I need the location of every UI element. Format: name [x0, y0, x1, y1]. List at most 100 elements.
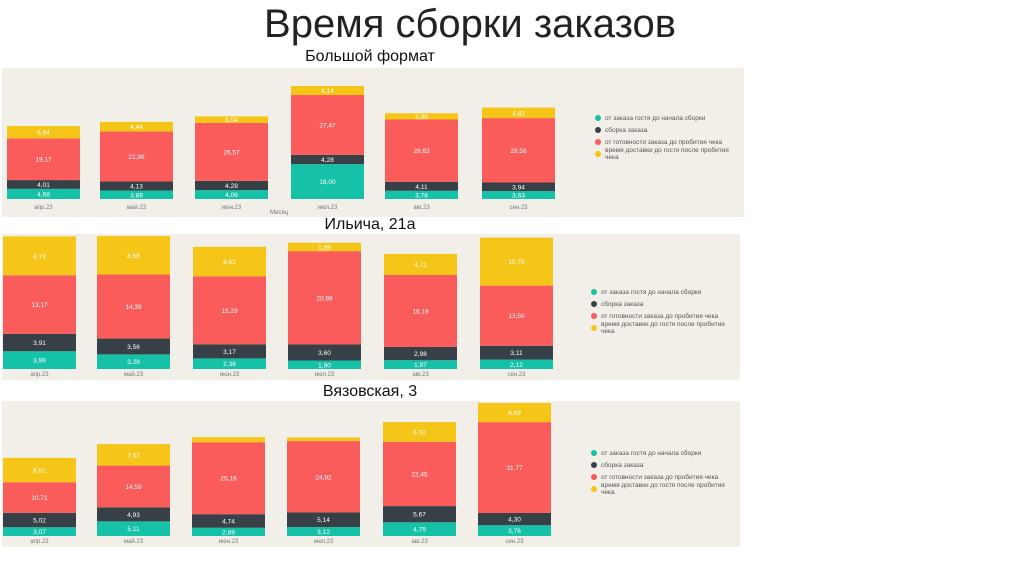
bar-segment-origin-to-assembly [3, 351, 76, 369]
chart-3-svg: 3,07 5,02 10,71 8,51 апр.23 5,11 4,93 14,59 7,52… [3, 403, 551, 545]
bar-segment-delivery [192, 437, 265, 443]
bar-segment-ready-to-receipt [291, 95, 364, 155]
data-label: 2,85 [415, 114, 428, 121]
bar-segment-assembly [291, 154, 364, 165]
chart-3-legend: от заказа гостя до начала сборки сборка з… [591, 447, 740, 496]
legend-label: сборка заказа [601, 461, 644, 469]
data-label: 19,17 [35, 157, 52, 164]
data-label: 4,79 [413, 527, 426, 534]
legend-swatch [591, 313, 597, 319]
data-label: 6,69 [508, 410, 521, 417]
chart-1-legend: от заказа гостя до начала сборки сборка з… [595, 112, 744, 161]
data-label: 8,66 [127, 253, 140, 260]
bar-segment-ready-to-receipt [385, 119, 458, 182]
bar-segment-assembly [478, 512, 551, 526]
bar-segment-delivery [100, 121, 173, 132]
data-label: 29,58 [510, 148, 527, 155]
data-label: 5,14 [317, 517, 330, 524]
bar-segment-assembly [482, 182, 555, 192]
x-tick-label: июл.23 [315, 372, 335, 378]
data-label: 27,47 [319, 122, 336, 129]
data-label: 2,89 [222, 529, 235, 536]
legend-label: время доставки до гостя после пробития ч… [605, 147, 729, 161]
data-label: 2,12 [510, 362, 523, 369]
bar-segment-ready-to-receipt [97, 465, 170, 508]
x-tick-label: май.23 [124, 538, 144, 545]
legend-item-origin-to-assembly: от заказа гостя до начала сборки [591, 286, 740, 298]
x-tick-label: апр.23 [30, 539, 49, 545]
bar-segment-assembly [7, 180, 80, 189]
legend-label: от готовности заказа до пробития чека [605, 138, 723, 146]
bar-segment-assembly [383, 506, 456, 523]
chart-2-title: Ильича, 21а [324, 216, 416, 233]
x-tick-label: апр.23 [30, 372, 49, 378]
chart-3-panel: 3,07 5,02 10,71 8,51 апр.23 5,11 4,93 14,59 7,52… [2, 401, 740, 547]
data-label: 1,90 [318, 362, 331, 369]
bar-segment-delivery [97, 444, 170, 466]
bar-segment-ready-to-receipt [193, 276, 266, 345]
data-label: 13,17 [31, 302, 48, 309]
data-label: 6,62 [223, 259, 236, 266]
bar-segment-ready-to-receipt [195, 122, 268, 181]
data-label: 3,94 [512, 184, 525, 191]
bar-segment-assembly [100, 181, 173, 191]
data-label: 3,56 [127, 344, 140, 351]
data-label: 20,98 [316, 295, 333, 302]
bar-segment-delivery [287, 437, 360, 442]
legend-swatch [595, 115, 601, 121]
legend-label: сборка заказа [605, 126, 648, 134]
chart-1-svg: 4,68 4,01 19,17 5,64 апр.23 3,894,13 22,96 4,44… [7, 86, 555, 211]
slide-title: Время сборки заказов [264, 2, 676, 46]
data-label: 4,11 [415, 184, 428, 191]
data-label: 10,78 [508, 259, 525, 266]
bar-segment-delivery [97, 236, 170, 275]
data-label: 15,29 [221, 308, 238, 315]
data-label: 3,07 [33, 529, 46, 536]
bar-segment-origin-to-assembly [384, 360, 457, 369]
legend-item-assembly: сборка заказа [591, 298, 740, 310]
data-label: 4,28 [321, 157, 334, 164]
data-label: 3,99 [33, 358, 46, 365]
data-label: 8,74 [33, 253, 46, 260]
data-label: 5,67 [413, 512, 426, 519]
data-label: 3,28 [127, 359, 140, 366]
data-label: 4,74 [222, 518, 235, 525]
data-label: 5,11 [127, 526, 140, 533]
legend-item-delivery: время доставки до гостя после пробития ч… [591, 321, 740, 335]
data-label: 8,51 [33, 468, 46, 475]
bar-segment-delivery [482, 107, 555, 119]
bar-segment-delivery [3, 457, 76, 483]
x-tick-label: авг.23 [412, 372, 429, 378]
data-label: 2,98 [414, 351, 427, 358]
data-label: 3,11 [510, 350, 523, 357]
bar-segment-ready-to-receipt [192, 442, 265, 515]
x-tick-label: июн.23 [220, 372, 240, 378]
x-tick-label: июл.23 [314, 539, 334, 545]
bar-segment-assembly [192, 514, 265, 528]
bar-segment-assembly [385, 181, 458, 191]
legend-label: время доставки до гостя после пробития ч… [601, 321, 725, 335]
bar-segment-assembly [384, 346, 457, 361]
bar-segment-ready-to-receipt [97, 274, 170, 339]
data-label: 4,71 [414, 262, 427, 269]
data-label: 3,63 [512, 193, 525, 200]
chart-2-panel: 3,99 3,91 13,17 8,74 апр.23 3,28 3,56 14,39 8,66… [2, 234, 740, 380]
data-label: 2,38 [223, 361, 236, 368]
bar-segment-ready-to-receipt [383, 441, 456, 507]
legend-label: от заказа гостя до начала сборки [601, 288, 702, 296]
data-label: 4,44 [130, 124, 143, 131]
data-label: 7,52 [127, 452, 140, 459]
data-label: 3,78 [415, 192, 428, 199]
legend-swatch [591, 325, 597, 331]
bar-segment-ready-to-receipt [100, 131, 173, 182]
chart-1-title: Большой формат [305, 48, 435, 65]
legend-swatch [591, 486, 597, 492]
x-tick-label: июн.23 [222, 205, 242, 211]
x-tick-label: май.23 [127, 204, 147, 211]
legend-item-ready-to-receipt: от готовности заказа до пробития чека [595, 136, 744, 148]
legend-label: от готовности заказа до пробития чека [601, 473, 719, 481]
data-label: 3,76 [508, 528, 521, 535]
data-label: 4,68 [37, 191, 50, 198]
bar-segment-origin-to-assembly [3, 527, 76, 536]
legend-swatch [591, 301, 597, 307]
